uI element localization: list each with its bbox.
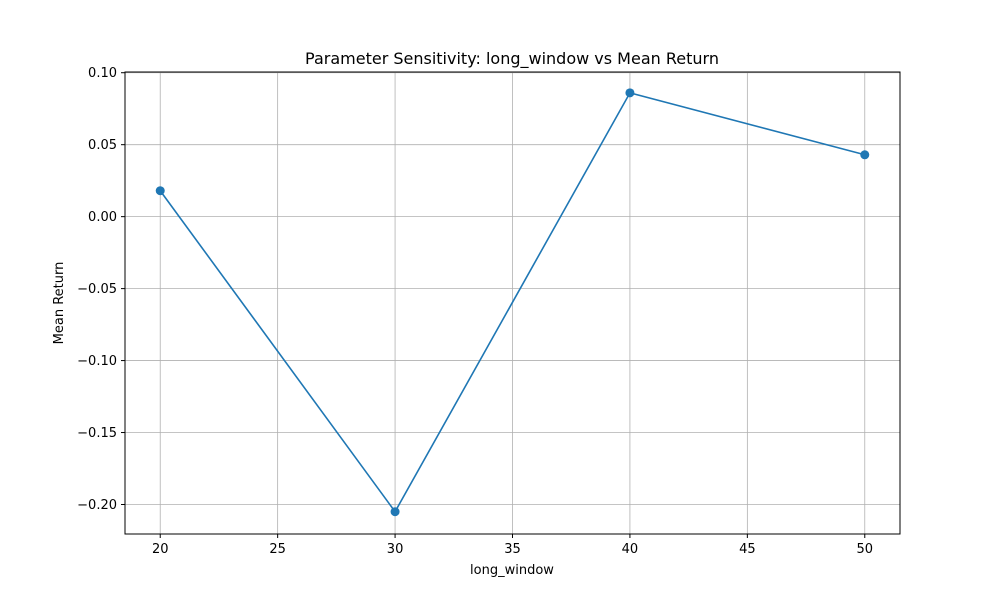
chart-title: Parameter Sensitivity: long_window vs Me… xyxy=(305,49,719,69)
data-point xyxy=(860,150,870,160)
y-tick-label: −0.10 xyxy=(77,354,117,369)
y-tick-label: −0.05 xyxy=(77,282,117,297)
data-point xyxy=(625,88,635,98)
x-axis-label: long_window xyxy=(470,563,554,578)
y-tick-label: 0.10 xyxy=(88,66,117,81)
y-tick-label: −0.20 xyxy=(77,498,117,513)
y-axis-label: Mean Return xyxy=(52,262,67,345)
x-tick-label: 20 xyxy=(152,542,169,557)
x-tick-label: 40 xyxy=(622,542,639,557)
data-point xyxy=(390,507,400,517)
series-layer xyxy=(155,88,870,517)
data-point xyxy=(155,186,165,196)
x-tick-label: 50 xyxy=(856,542,873,557)
y-tick-label: −0.15 xyxy=(77,426,117,441)
x-tick-label: 25 xyxy=(269,542,286,557)
series-line xyxy=(159,91,865,514)
x-tick-label: 30 xyxy=(387,542,404,557)
x-tick-label: 45 xyxy=(739,542,756,557)
y-tick-label: 0.05 xyxy=(88,138,117,153)
y-tick-label: 0.00 xyxy=(88,210,117,225)
x-tick-label: 35 xyxy=(504,542,521,557)
tick-layer: 20 25 30 35 40 45 50 0.10 0.05 0.00 −0.05 −0.10 −0.1… xyxy=(77,66,873,557)
grid-lines xyxy=(125,72,900,534)
